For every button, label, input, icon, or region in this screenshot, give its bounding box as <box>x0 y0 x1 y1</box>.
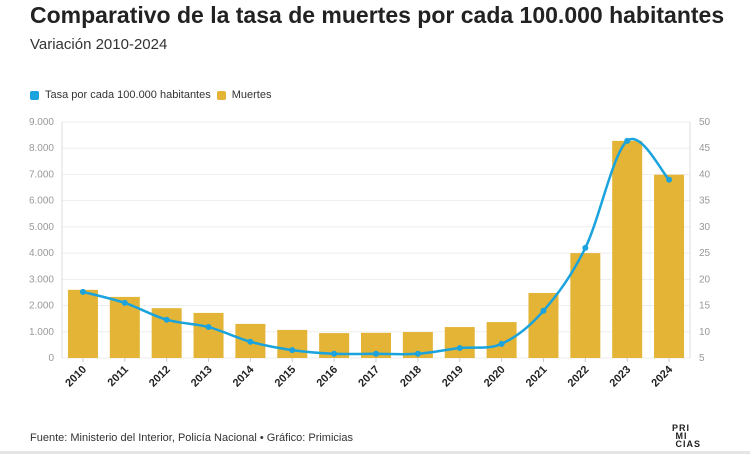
bar-muertes-2019 <box>444 327 475 358</box>
bar-muertes-2015 <box>277 329 308 358</box>
primicias-logo: PRI MI CIAS <box>672 424 701 453</box>
y-left-tick-label: 7.000 <box>29 169 54 180</box>
point-tasa-2014 <box>247 338 254 345</box>
point-tasa-2015 <box>289 347 296 354</box>
x-tick-label: 2011 <box>106 364 131 389</box>
point-tasa-2019 <box>456 345 463 352</box>
x-tick-label: 2023 <box>608 364 634 390</box>
y-left-tick-label: 8.000 <box>29 143 54 154</box>
x-tick-label: 2022 <box>566 364 592 390</box>
x-tick-label: 2018 <box>398 364 424 390</box>
x-tick-label: 2016 <box>314 364 340 390</box>
y-left-tick-label: 6.000 <box>29 196 54 207</box>
point-tasa-2016 <box>331 350 338 357</box>
x-tick-label: 2017 <box>356 364 382 390</box>
legend: Tasa por cada 100.000 habitantes Muertes <box>30 89 272 101</box>
bar-muertes-2021 <box>528 292 559 358</box>
y-left-tick-label: 0 <box>48 353 54 364</box>
y-left-tick-label: 2.000 <box>29 301 54 312</box>
point-tasa-2012 <box>163 316 170 323</box>
bar-muertes-2024 <box>654 174 685 358</box>
point-tasa-2011 <box>121 299 128 306</box>
bar-muertes-2020 <box>486 322 517 358</box>
legend-label-muertes[interactable]: Muertes <box>231 89 272 101</box>
bar-muertes-2010 <box>67 289 98 358</box>
y-right-tick-label: 30 <box>699 222 711 233</box>
point-tasa-2023 <box>624 137 631 144</box>
y-left-tick-label: 4.000 <box>29 248 54 259</box>
legend-label-tasa[interactable]: Tasa por cada 100.000 habitantes <box>45 89 211 101</box>
legend-swatch-muertes <box>216 90 226 100</box>
y-right-tick-label: 5 <box>699 353 705 364</box>
bar-muertes-2023 <box>612 140 643 358</box>
y-left-tick-label: 5.000 <box>29 222 54 233</box>
point-tasa-2013 <box>205 324 212 331</box>
x-tick-label: 2014 <box>231 363 257 389</box>
x-tick-label: 2021 <box>524 364 550 390</box>
bar-muertes-2022 <box>570 253 601 358</box>
y-right-tick-label: 35 <box>699 196 711 207</box>
x-tick-label: 2024 <box>649 363 675 389</box>
legend-swatch-tasa <box>30 90 39 100</box>
point-tasa-2024 <box>666 176 673 183</box>
chart-title: Comparativo de la tasa de muertes por ca… <box>30 2 725 28</box>
point-tasa-2017 <box>373 350 379 357</box>
point-tasa-2020 <box>498 340 505 347</box>
y-right-tick-label: 20 <box>699 274 711 285</box>
x-tick-label: 2020 <box>482 364 508 390</box>
y-left-tick-label: 3.000 <box>29 274 54 285</box>
y-right-tick-label: 25 <box>699 248 711 259</box>
x-tick-label: 2010 <box>63 364 89 390</box>
bottom-divider <box>0 451 750 454</box>
source-note: Fuente: Ministerio del Interior, Policía… <box>30 432 353 444</box>
y-right-tick-label: 15 <box>699 301 711 312</box>
y-right-tick-label: 10 <box>699 327 711 338</box>
y-right-tick-label: 50 <box>699 117 711 128</box>
y-left-tick-label: 9.000 <box>29 117 54 128</box>
point-tasa-2022 <box>582 244 589 251</box>
y-right-tick-label: 40 <box>699 169 711 180</box>
point-tasa-2021 <box>540 307 547 314</box>
point-tasa-2010 <box>79 288 86 295</box>
y-left-tick-label: 1.000 <box>29 327 54 338</box>
x-tick-label: 2013 <box>189 364 215 390</box>
x-tick-label: 2012 <box>147 364 173 390</box>
x-tick-label: 2015 <box>273 364 299 390</box>
x-tick-label: 2019 <box>440 364 466 390</box>
point-tasa-2018 <box>414 350 421 357</box>
y-right-tick-label: 45 <box>699 143 711 154</box>
chart-subtitle: Variación 2010-2024 <box>30 36 168 53</box>
bar-muertes-2013 <box>193 312 224 358</box>
